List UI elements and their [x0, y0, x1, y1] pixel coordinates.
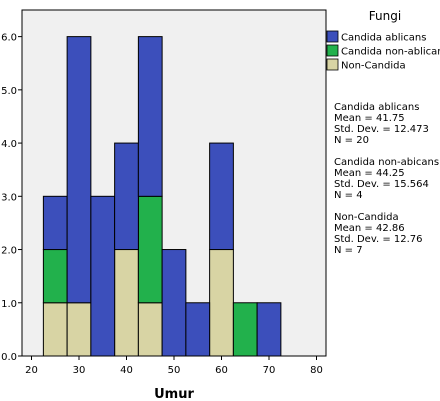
- legend-label: Candida non-ablicans: [341, 47, 440, 58]
- histogram-bar: [232, 302, 258, 357]
- stats-line: N = 4: [334, 190, 363, 201]
- histogram-bar: [114, 142, 139, 251]
- x-tick-label: 20: [25, 365, 38, 376]
- y-tick-label: 6.0: [1, 33, 17, 44]
- histogram-bar: [209, 142, 234, 251]
- y-tick-label: 3.0: [1, 192, 17, 203]
- legend-swatch: [326, 44, 339, 57]
- stats-line: Candida non-abicans: [334, 157, 439, 168]
- x-tick-label: 60: [215, 365, 228, 376]
- stats-line: Std. Dev. = 12.473: [334, 124, 429, 135]
- stats-line: Std. Dev. = 15.564: [334, 179, 429, 190]
- histogram-bar: [256, 302, 282, 357]
- histogram-bar: [185, 302, 211, 357]
- stats-line: N = 20: [334, 135, 369, 146]
- stats-line: Non-Candida: [334, 212, 399, 223]
- x-tick-label: 80: [310, 365, 323, 376]
- histogram-bar: [42, 195, 68, 251]
- histogram-bar: [137, 195, 163, 304]
- x-tick-label: 40: [120, 365, 133, 376]
- x-axis-title: Umur: [154, 387, 194, 401]
- bars-group: [42, 36, 282, 357]
- y-tick-label: 1.0: [1, 299, 17, 310]
- stats-line: Mean = 41.75: [334, 113, 405, 124]
- stats-line: Candida ablicans: [334, 102, 419, 113]
- stats-line: N = 7: [334, 245, 363, 256]
- y-tick-label: 0.0: [1, 352, 17, 363]
- x-tick-label: 50: [168, 365, 181, 376]
- histogram-bar: [42, 249, 68, 304]
- x-tick-label: 70: [263, 365, 276, 376]
- x-tick-label: 30: [73, 365, 86, 376]
- stats-line: Mean = 44.25: [334, 168, 405, 179]
- stats-line: Std. Dev. = 12.76: [334, 234, 423, 245]
- y-tick-label: 4.0: [1, 139, 17, 150]
- histogram-bar: [66, 36, 92, 304]
- legend-title: Fungi: [369, 9, 401, 23]
- histogram-bar: [90, 195, 116, 357]
- legend-swatch: [326, 58, 339, 71]
- stats-line: Mean = 42.86: [334, 223, 405, 234]
- legend-label: Non-Candida: [341, 61, 406, 72]
- histogram-bar: [137, 302, 163, 357]
- axes-group: 0.0 1.0 2.0 3.0 4.0 5.0 6.0 20 30 40 50 60 70 80: [1, 33, 323, 376]
- legend: Fungi Candida ablicans Candida non-ablica…: [326, 9, 440, 72]
- histogram-bar: [66, 302, 92, 357]
- histogram-bar: [209, 249, 234, 357]
- histogram-bar: [161, 249, 187, 357]
- y-tick-label: 2.0: [1, 246, 17, 257]
- histogram-bar: [137, 36, 163, 197]
- histogram-bar: [114, 249, 139, 357]
- legend-label: Candida ablicans: [341, 33, 426, 44]
- histogram-bar: [42, 302, 68, 357]
- legend-swatch: [326, 30, 339, 43]
- y-tick-label: 5.0: [1, 86, 17, 97]
